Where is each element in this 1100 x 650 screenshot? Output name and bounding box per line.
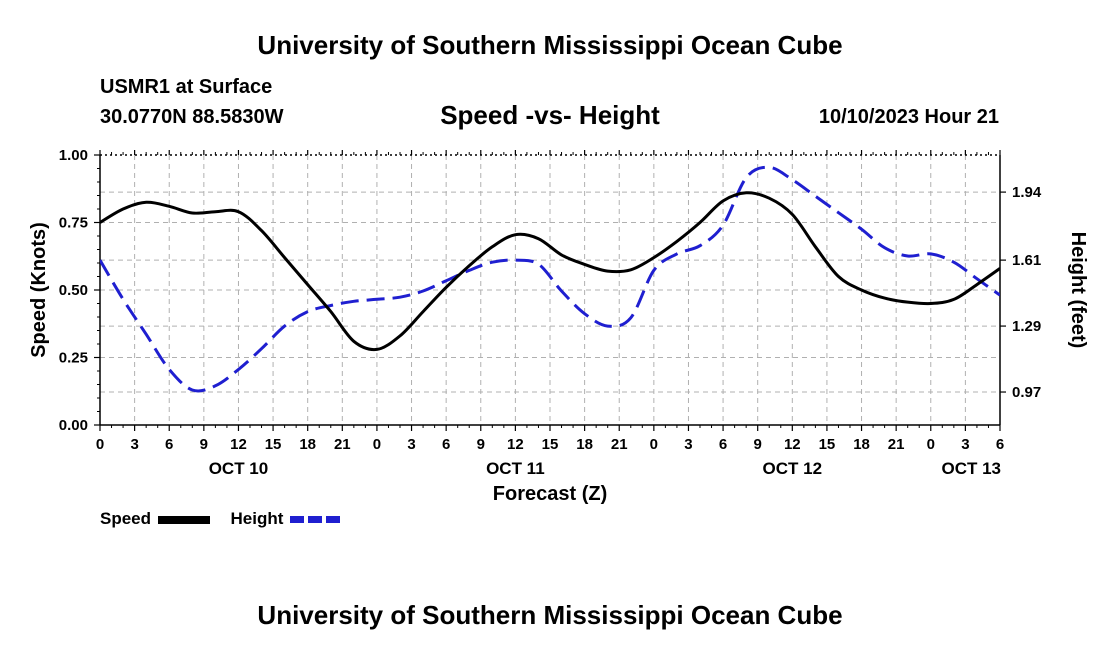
chart-subtitle: Speed -vs- Height	[440, 100, 660, 130]
x-tick-label: 6	[719, 436, 727, 453]
x-axis-title: Forecast (Z)	[493, 483, 607, 505]
x-tick-label: 3	[130, 436, 138, 453]
series-line-speed	[100, 191, 1000, 352]
x-tick-label: 21	[888, 436, 905, 453]
x-tick-label: 9	[754, 436, 762, 453]
x-tick-label: 6	[996, 436, 1004, 453]
day-label: OCT 12	[763, 459, 823, 478]
legend-speed-swatch	[157, 515, 210, 524]
x-tick-label: 21	[611, 436, 628, 453]
forecast-datetime: 10/10/2023 Hour 21	[818, 106, 999, 128]
x-tick-label: 21	[334, 436, 351, 453]
x-tick-label: 9	[477, 436, 485, 453]
x-tick-label: 15	[542, 436, 559, 453]
top-title: University of Southern Mississippi Ocean…	[257, 30, 843, 60]
y2-tick-label: 1.94	[1012, 184, 1042, 201]
legend-speed-label: Speed	[100, 509, 152, 528]
x-tick-label: 0	[650, 436, 658, 453]
y-tick-label: 0.25	[59, 350, 88, 367]
bottom-title: University of Southern Mississippi Ocean…	[257, 600, 843, 630]
x-tick-label: 12	[507, 436, 524, 453]
y-tick-label: 0.00	[59, 417, 88, 434]
y-tick-label: 0.75	[59, 215, 88, 232]
legend-height-swatch	[290, 516, 341, 524]
day-label: OCT 13	[941, 459, 1001, 478]
x-tick-label: 18	[853, 436, 870, 453]
x-tick-label: 0	[373, 436, 381, 453]
series-line-height	[100, 165, 1000, 393]
x-tick-label: 18	[576, 436, 593, 453]
day-label: OCT 10	[209, 459, 269, 478]
x-tick-label: 18	[299, 436, 316, 453]
x-tick-label: 15	[265, 436, 282, 453]
y-axis-title: Speed (Knots)	[28, 222, 50, 358]
x-tick-label: 12	[230, 436, 247, 453]
station-coordinates: 30.0770N 88.5830W	[100, 106, 284, 128]
x-tick-label: 3	[684, 436, 692, 453]
legend: Speed Height	[100, 509, 341, 529]
y2-tick-label: 1.29	[1012, 318, 1041, 335]
x-tick-label: 0	[96, 436, 104, 453]
x-tick-label: 3	[407, 436, 415, 453]
day-label: OCT 11	[486, 459, 545, 478]
x-tick-label: 6	[165, 436, 173, 453]
y2-tick-label: 0.97	[1012, 384, 1041, 401]
x-tick-label: 0	[927, 436, 935, 453]
x-tick-label: 12	[784, 436, 801, 453]
y-tick-label: 1.00	[59, 147, 88, 164]
x-tick-label: 15	[819, 436, 836, 453]
x-tick-label: 6	[442, 436, 450, 453]
x-tick-label: 3	[961, 436, 969, 453]
y2-tick-label: 1.61	[1012, 252, 1041, 269]
x-tick-label: 9	[200, 436, 208, 453]
legend-height-label: Height	[230, 509, 284, 528]
y-tick-label: 0.50	[59, 282, 88, 299]
station-label: USMR1 at Surface	[100, 76, 273, 98]
y2-axis-title: Height (feet)	[1067, 232, 1089, 349]
